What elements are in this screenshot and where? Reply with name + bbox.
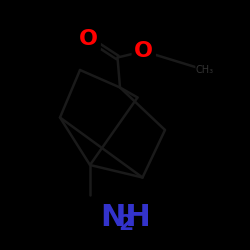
Text: O: O bbox=[134, 41, 153, 61]
Text: NH: NH bbox=[100, 203, 151, 232]
Text: O: O bbox=[79, 29, 98, 49]
Text: CH₃: CH₃ bbox=[196, 65, 214, 75]
Text: 2: 2 bbox=[119, 214, 134, 234]
